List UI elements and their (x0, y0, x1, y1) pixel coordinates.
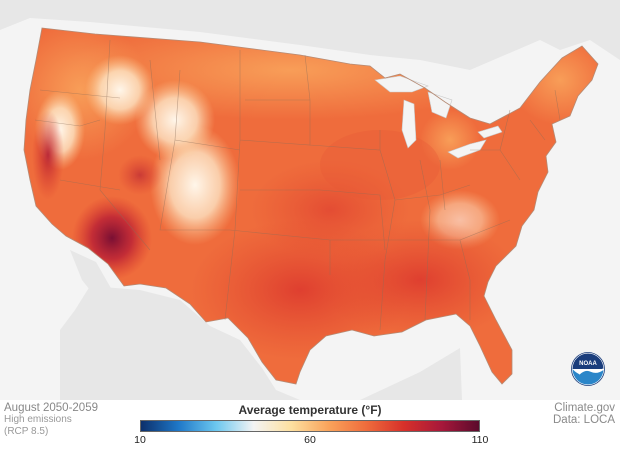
period-label: August 2050-2059 (4, 402, 98, 414)
source-label: Climate.gov (554, 402, 615, 414)
state-borders (34, 39, 561, 331)
legend-title: Average temperature (°F) (238, 403, 382, 417)
svg-text:NOAA: NOAA (579, 361, 597, 367)
legend-tick-mid: 60 (304, 434, 316, 446)
color-scale-bar (140, 420, 480, 432)
scenario-label: High emissions (4, 414, 72, 425)
legend-tick-max: 110 (471, 434, 489, 446)
noaa-logo: NOAA (571, 352, 605, 386)
map-caption: August 2050-2059 High emissions (RCP 8.5… (4, 402, 98, 438)
temperature-map (0, 0, 620, 400)
legend-tick-min: 10 (134, 434, 146, 446)
scenario-rcp-label: (RCP 8.5) (4, 426, 49, 437)
data-credit-label: Data: LOCA (553, 414, 615, 426)
source-credit: Climate.gov Data: LOCA (553, 402, 615, 426)
great-lakes (374, 75, 503, 159)
